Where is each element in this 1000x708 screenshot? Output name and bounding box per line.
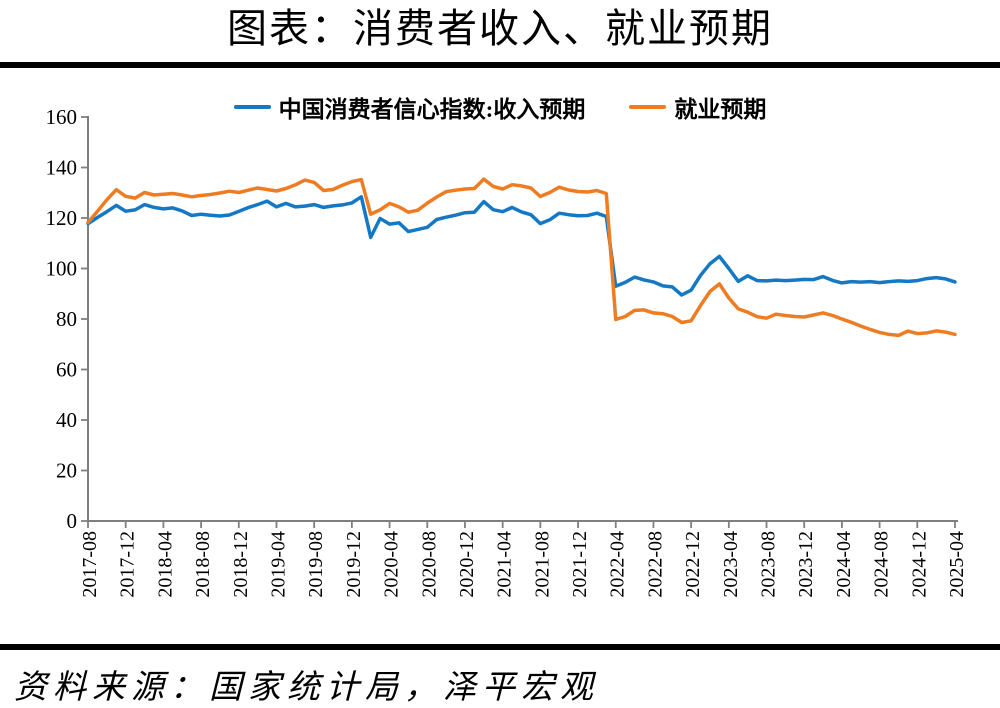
source-note: 资料来源：国家统计局，泽平宏观 [14,670,599,706]
x-tick-label-group: 2019-04 [267,531,289,598]
x-tick-label: 2019-04 [267,531,289,598]
x-tick-label: 2022-12 [682,531,704,598]
x-tick-label-group: 2018-08 [192,531,214,598]
legend-item-employment: 就业预期 [629,90,766,124]
x-tick-label: 2018-12 [230,531,252,598]
x-tick-label: 2019-12 [343,531,365,598]
x-tick-label-group: 2023-08 [758,531,780,598]
x-tick-label: 2025-04 [946,531,968,598]
x-tick-label-group: 2024-08 [871,531,893,598]
x-tick-label-group: 2023-12 [795,531,817,598]
income-series-swatch [233,104,271,110]
income-series-line [86,195,957,297]
x-tick-label: 2019-08 [305,531,327,598]
x-tick-label-group: 2024-04 [833,531,855,598]
x-tick-label-group: 2025-04 [946,531,968,598]
x-tick-label-group: 2020-12 [456,531,478,598]
x-tick-label-group: 2020-04 [381,531,403,598]
x-tick-label: 2021-12 [569,531,591,598]
employment-series-swatch [629,104,667,110]
employment-series-line [86,177,957,338]
x-tick-label: 2018-04 [154,531,176,598]
y-tick-label: 40 [56,408,77,432]
x-tick-label: 2022-04 [607,531,629,598]
x-tick-label: 2024-04 [833,531,855,598]
x-tick-label: 2023-04 [720,531,742,598]
x-tick-label: 2024-12 [908,531,930,598]
x-tick-label-group: 2020-08 [418,531,440,598]
y-tick-label: 0 [67,509,78,533]
x-tick-label-group: 2018-04 [154,531,176,598]
y-tick-label: 160 [46,105,78,129]
x-tick-label-group: 2021-12 [569,531,591,598]
x-tick-label: 2017-08 [79,531,101,598]
x-tick-label-group: 2017-12 [117,531,139,598]
x-tick-label: 2020-08 [418,531,440,598]
x-tick-label-group: 2021-04 [494,531,516,598]
legend-item-income: 中国消费者信心指数:收入预期 [233,90,586,124]
y-tick-label: 100 [46,257,78,281]
top-rule [0,62,1000,68]
x-tick-label: 2017-12 [117,531,139,598]
x-tick-label: 2023-12 [795,531,817,598]
legend-label-income: 中国消费者信心指数:收入预期 [278,97,586,122]
y-tick-label: 60 [56,358,77,382]
x-tick-label-group: 2023-04 [720,531,742,598]
x-tick-label-group: 2017-08 [79,531,101,598]
y-tick-label: 140 [46,156,78,180]
x-tick-label: 2021-04 [494,531,516,598]
y-tick-label: 80 [56,307,77,331]
x-tick-label-group: 2019-08 [305,531,327,598]
x-tick-label-group: 2022-04 [607,531,629,598]
chart-title: 图表：消费者收入、就业预期 [227,6,773,51]
x-tick-label-group: 2024-12 [908,531,930,598]
x-tick-label-group: 2022-08 [644,531,666,598]
x-tick-label: 2024-08 [871,531,893,598]
x-tick-label: 2023-08 [758,531,780,598]
x-tick-label-group: 2019-12 [343,531,365,598]
y-tick-label: 120 [46,206,78,230]
x-tick-label: 2020-12 [456,531,478,598]
y-tick-label: 20 [56,459,77,483]
x-tick-label-group: 2021-08 [531,531,553,598]
bottom-rule [0,644,1000,650]
x-tick-label: 2021-08 [531,531,553,598]
legend-label-employment: 就业预期 [674,97,767,122]
x-tick-label: 2018-08 [192,531,214,598]
x-tick-label: 2020-04 [381,531,403,598]
x-tick-label-group: 2018-12 [230,531,252,598]
chart-legend: 中国消费者信心指数:收入预期 就业预期 [0,90,1000,124]
x-tick-label: 2022-08 [644,531,666,598]
x-tick-label-group: 2022-12 [682,531,704,598]
